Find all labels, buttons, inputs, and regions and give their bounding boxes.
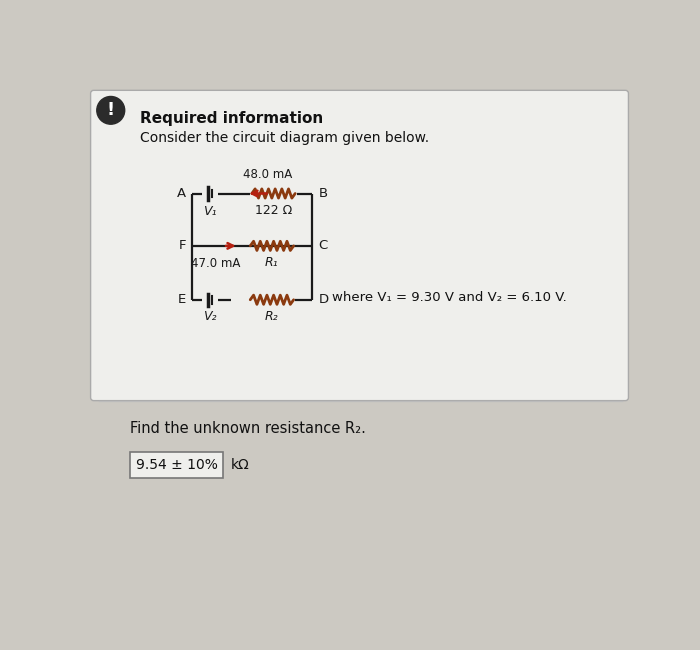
Text: V₂: V₂ — [203, 310, 217, 323]
Text: E: E — [178, 293, 186, 306]
Text: V₁: V₁ — [203, 205, 217, 218]
Text: R₁: R₁ — [265, 256, 279, 269]
Text: F: F — [178, 239, 186, 252]
FancyBboxPatch shape — [130, 452, 223, 478]
Text: kΩ: kΩ — [231, 458, 250, 473]
Text: 122 Ω: 122 Ω — [255, 203, 292, 216]
Text: 48.0 mA: 48.0 mA — [243, 168, 292, 181]
Text: Required information: Required information — [140, 111, 323, 125]
Text: D: D — [318, 293, 328, 306]
Circle shape — [97, 96, 125, 124]
Text: A: A — [177, 187, 186, 200]
Text: B: B — [318, 187, 328, 200]
Text: R₂: R₂ — [265, 310, 279, 323]
FancyBboxPatch shape — [90, 90, 629, 400]
Text: 9.54 ± 10%: 9.54 ± 10% — [136, 458, 218, 473]
Text: where V₁ = 9.30 V and V₂ = 6.10 V.: where V₁ = 9.30 V and V₂ = 6.10 V. — [332, 291, 566, 304]
Text: C: C — [318, 239, 328, 252]
Text: Find the unknown resistance R₂.: Find the unknown resistance R₂. — [130, 421, 366, 436]
Text: Consider the circuit diagram given below.: Consider the circuit diagram given below… — [140, 131, 429, 145]
Text: 47.0 mA: 47.0 mA — [190, 257, 240, 270]
Text: !: ! — [106, 101, 115, 120]
